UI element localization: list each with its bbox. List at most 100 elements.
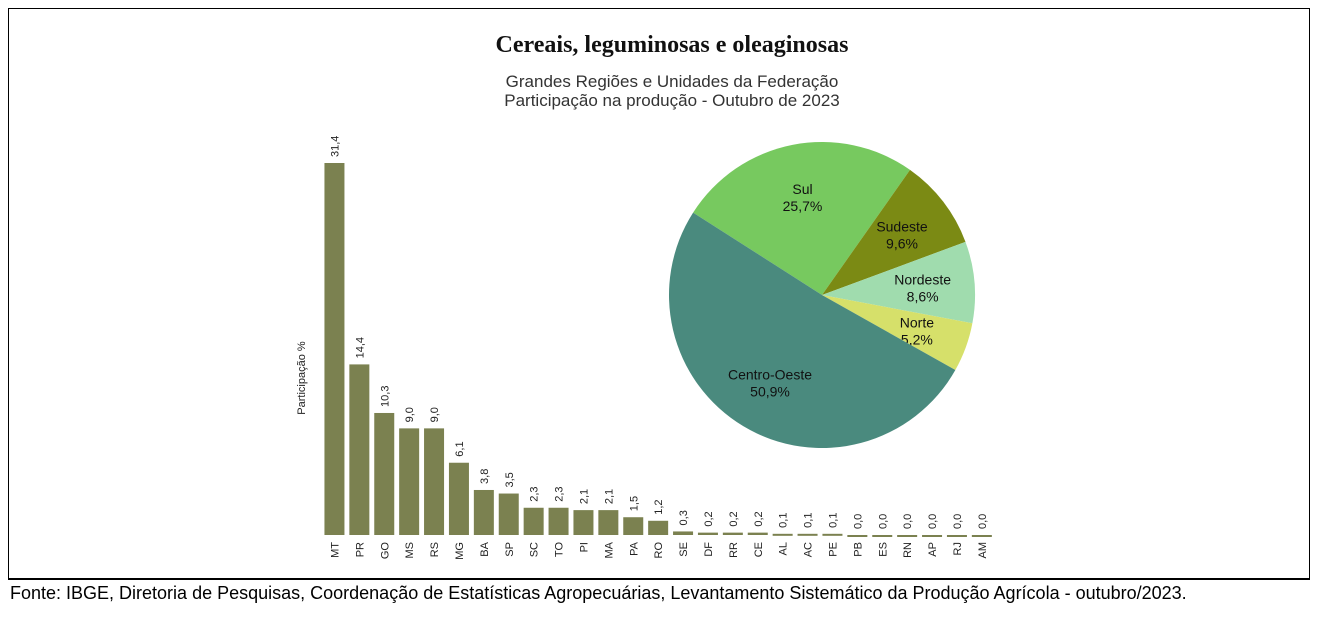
data-label: 0,1 xyxy=(827,513,839,528)
data-label: 0,0 xyxy=(902,514,914,529)
data-label: 0,0 xyxy=(877,514,889,529)
slice-value: 8,6% xyxy=(907,288,939,304)
x-tick-label: RR xyxy=(728,542,740,558)
bar xyxy=(498,493,519,535)
x-tick-label: RO xyxy=(653,542,665,559)
data-label: 10,3 xyxy=(379,386,391,407)
data-label: 1,2 xyxy=(653,499,665,514)
data-label: 3,5 xyxy=(504,472,516,487)
bar xyxy=(847,535,868,537)
data-label: 0,0 xyxy=(977,514,989,529)
slice-value: 9,6% xyxy=(886,235,918,251)
footer: Fonte: IBGE, Diretoria de Pesquisas, Coo… xyxy=(10,583,1187,603)
bar xyxy=(872,535,893,537)
slice-name: Norte xyxy=(900,315,934,331)
data-label: 2,3 xyxy=(529,486,541,501)
data-label: 0,0 xyxy=(952,514,964,529)
x-tick-label: MG xyxy=(454,542,466,560)
x-tick-label: RS xyxy=(429,542,441,557)
x-tick-label: CE xyxy=(753,542,765,557)
frame xyxy=(8,8,1310,580)
slice-label: Sudeste 9,6% xyxy=(876,218,928,251)
slice-name: Sul xyxy=(792,181,812,197)
data-label: 0,2 xyxy=(703,511,715,526)
bar xyxy=(548,507,569,535)
bar xyxy=(349,364,370,535)
data-label: 31,4 xyxy=(329,136,341,157)
pie-slice xyxy=(669,212,956,448)
bar xyxy=(399,428,420,535)
bar xyxy=(523,507,544,535)
slice-label: Centro-Oeste 50,9% xyxy=(728,367,812,400)
x-tick-label: GO xyxy=(379,542,391,560)
x-tick-label: AL xyxy=(778,542,790,555)
x-tick-label: PI xyxy=(578,542,590,552)
bar xyxy=(946,535,967,537)
bar xyxy=(623,517,644,535)
data-label: 14,4 xyxy=(354,337,366,358)
slice-name: Centro-Oeste xyxy=(728,367,812,383)
pie-slice xyxy=(822,295,973,371)
chart-title: Cereais, leguminosas e oleaginosas xyxy=(496,32,849,58)
bar xyxy=(448,462,469,535)
pie-slice xyxy=(822,169,966,295)
bar xyxy=(971,535,992,537)
data-label: 9,0 xyxy=(404,407,416,422)
bar xyxy=(797,533,818,536)
data-label: 0,0 xyxy=(927,514,939,529)
bar xyxy=(722,532,743,535)
pie-slice xyxy=(822,241,975,324)
slice-label: Norte 5,2% xyxy=(900,315,934,348)
x-tick-label: MA xyxy=(603,541,615,558)
bar xyxy=(673,531,694,535)
bar xyxy=(747,532,768,535)
data-label: 0,2 xyxy=(728,511,740,526)
bar xyxy=(324,163,345,535)
data-label: 0,2 xyxy=(753,511,765,526)
x-tick-label: PB xyxy=(852,542,864,557)
x-tick-label: ES xyxy=(877,542,889,557)
slice-label: Sul 25,7% xyxy=(783,181,823,214)
bar xyxy=(897,535,918,537)
x-tick-label: PR xyxy=(354,542,366,557)
x-tick-label: AC xyxy=(803,542,815,557)
x-tick-label: SP xyxy=(504,542,516,557)
data-label: 2,3 xyxy=(554,486,566,501)
bar xyxy=(598,510,619,535)
pie-slice xyxy=(693,141,911,295)
chart-subtitle: Grandes Regiões e Unidades da Federação xyxy=(506,72,839,91)
bar xyxy=(424,428,445,535)
x-tick-label: MS xyxy=(404,542,416,559)
data-label: 1,5 xyxy=(628,496,640,511)
data-label: 3,8 xyxy=(479,469,491,484)
bar xyxy=(573,510,594,535)
bar xyxy=(648,520,669,535)
x-tick-label: PE xyxy=(827,542,839,557)
slice-value: 50,9% xyxy=(750,384,790,400)
data-label: 0,3 xyxy=(678,510,690,525)
bar xyxy=(697,532,718,535)
bar xyxy=(374,412,395,535)
slice-label: Nordeste 8,6% xyxy=(894,271,951,304)
slice-value: 5,2% xyxy=(901,332,933,348)
data-label: 2,1 xyxy=(578,489,590,504)
chart: Cereais, leguminosas e oleaginosas Grand… xyxy=(296,32,992,560)
bar xyxy=(772,533,793,536)
data-label: 2,1 xyxy=(603,489,615,504)
data-label: 9,0 xyxy=(429,407,441,422)
x-tick-label: RJ xyxy=(952,542,964,555)
x-tick-label: DF xyxy=(703,542,715,557)
x-tick-label: SE xyxy=(678,542,690,557)
chart-subtitle: Participação na produção - Outubro de 20… xyxy=(504,91,840,110)
x-tick-label: BA xyxy=(479,541,491,556)
data-label: 0,1 xyxy=(803,513,815,528)
slice-name: Nordeste xyxy=(894,271,951,287)
slice-value: 25,7% xyxy=(783,198,823,214)
bar xyxy=(473,489,494,535)
bar xyxy=(822,533,843,536)
data-label: 0,1 xyxy=(778,513,790,528)
y-axis-label: Participação % xyxy=(296,341,308,415)
x-tick-label: TO xyxy=(554,542,566,558)
x-tick-label: MT xyxy=(329,542,341,558)
